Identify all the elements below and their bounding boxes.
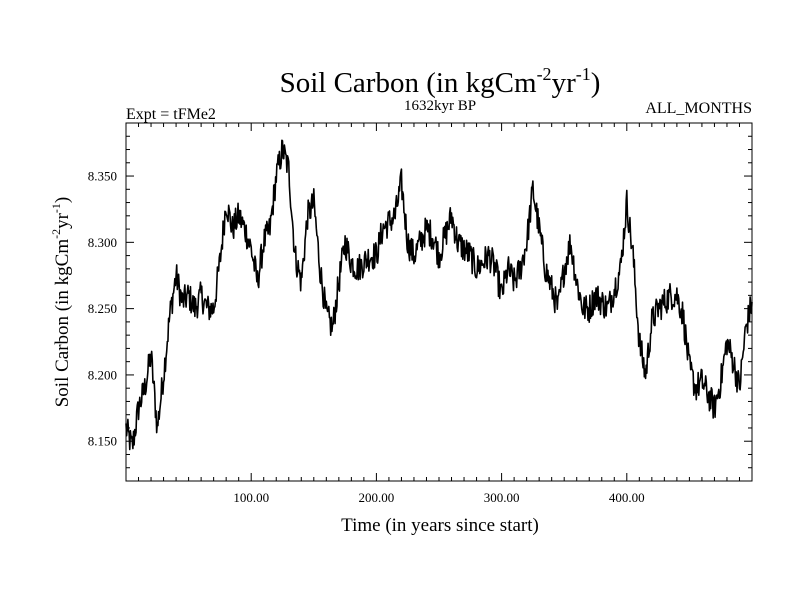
x-tick-label: 400.00 xyxy=(609,490,645,505)
subtitle-right: ALL_MONTHS xyxy=(645,100,752,117)
series-line-soil-carbon xyxy=(125,139,753,451)
y-axis-label-end: ) xyxy=(52,197,73,203)
axis-ticks xyxy=(126,123,752,481)
y-tick-label: 8.150 xyxy=(88,434,117,449)
chart-title-sup2: -1 xyxy=(576,64,591,84)
subtitle-center: 1632kyr BP xyxy=(404,98,476,114)
y-axis-label-sup2: -1 xyxy=(49,203,63,213)
y-tick-label: 8.200 xyxy=(88,367,117,382)
y-axis-label-sup1: -2 xyxy=(49,229,63,239)
x-tick-label: 100.00 xyxy=(233,490,269,505)
y-tick-label: 8.300 xyxy=(88,235,117,250)
subtitle-left: Expt = tFMe2 xyxy=(126,106,216,123)
y-axis-label-mid: yr xyxy=(52,212,73,229)
plot-frame xyxy=(125,122,753,482)
chart-title-end: ) xyxy=(591,67,601,99)
x-axis-label: Time (in years since start) xyxy=(341,515,539,536)
x-tick-label: 200.00 xyxy=(359,490,395,505)
x-tick-labels: 100.00 200.00 300.00 400.00 xyxy=(233,490,644,505)
y-tick-label: 8.350 xyxy=(88,169,117,184)
x-tick-label: 300.00 xyxy=(484,490,520,505)
chart-title-sup1: -2 xyxy=(537,64,552,84)
chart-title: Soil Carbon (in kgCm-2yr-1) xyxy=(280,64,601,99)
chart-title-mid: yr xyxy=(552,67,577,99)
y-axis-label: Soil Carbon (in kgCm-2yr-1) xyxy=(49,197,73,408)
y-tick-label: 8.250 xyxy=(88,301,117,316)
y-tick-labels: 8.150 8.200 8.250 8.300 8.350 xyxy=(88,169,117,449)
